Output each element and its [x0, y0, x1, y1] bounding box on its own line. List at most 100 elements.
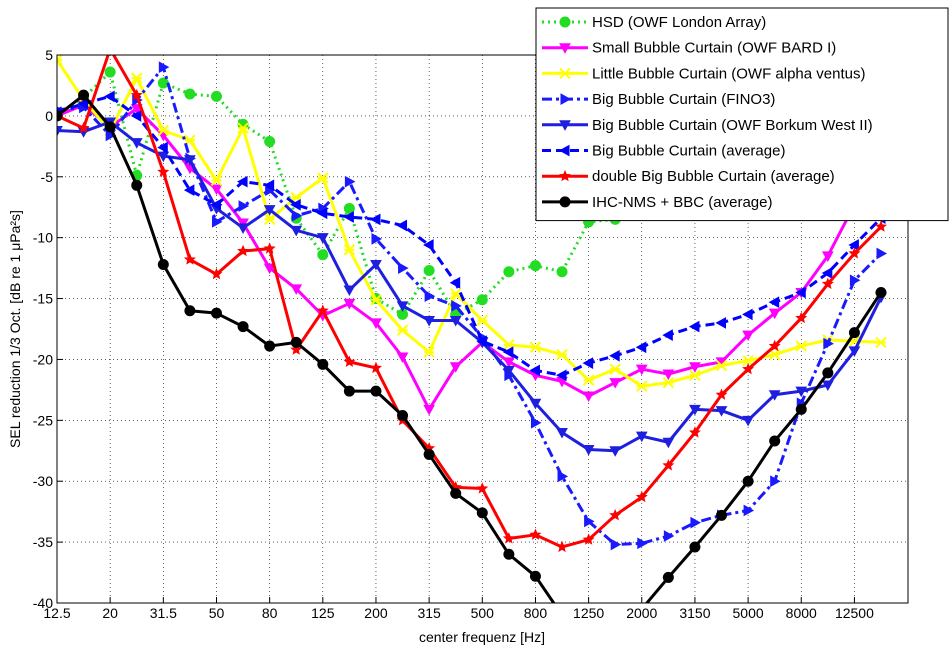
marker	[662, 369, 675, 381]
y-tick-label: -30	[33, 473, 53, 489]
marker	[449, 276, 461, 289]
marker	[689, 369, 701, 381]
marker	[343, 244, 356, 256]
marker	[663, 530, 675, 542]
marker	[371, 233, 382, 245]
marker	[157, 165, 170, 178]
marker	[559, 120, 571, 131]
marker	[689, 541, 701, 553]
marker	[130, 88, 143, 101]
marker	[423, 239, 434, 251]
x-tick-label: 80	[262, 605, 278, 621]
marker	[263, 242, 276, 254]
marker	[130, 138, 143, 149]
marker	[237, 175, 248, 188]
marker	[210, 174, 223, 187]
marker	[715, 359, 728, 372]
marker	[424, 290, 436, 302]
x-tick-label: 2000	[626, 605, 657, 621]
marker	[476, 507, 488, 519]
marker	[184, 88, 196, 100]
marker	[770, 475, 781, 488]
marker	[610, 622, 620, 632]
marker	[263, 213, 276, 226]
legend-label: IHC-NMS + BBC (average)	[592, 194, 772, 211]
x-tick-label: 315	[417, 605, 441, 621]
marker	[557, 470, 569, 483]
marker	[476, 314, 488, 327]
marker	[662, 437, 675, 449]
marker	[848, 239, 859, 251]
marker	[662, 376, 675, 389]
marker	[263, 263, 276, 275]
y-tick-label: -25	[33, 412, 53, 428]
marker	[237, 223, 249, 234]
marker	[316, 207, 328, 220]
x-tick-label: 800	[524, 605, 548, 621]
marker	[559, 67, 571, 80]
marker	[210, 198, 221, 211]
y-tick-label: -40	[33, 595, 53, 611]
marker	[343, 385, 355, 397]
marker	[795, 340, 807, 352]
marker	[821, 277, 834, 290]
marker	[689, 404, 701, 416]
marker	[795, 286, 806, 299]
marker	[423, 346, 435, 358]
x-axis-label: center frequenz [Hz]	[419, 629, 545, 645]
marker	[157, 259, 169, 270]
marker	[821, 267, 833, 279]
marker	[476, 335, 487, 348]
x-tick-label: 12500	[835, 605, 874, 621]
marker	[290, 343, 303, 355]
marker	[768, 296, 780, 309]
marker	[662, 329, 673, 341]
marker	[476, 482, 489, 494]
marker	[582, 445, 595, 456]
marker	[743, 504, 755, 517]
marker	[157, 124, 170, 137]
marker	[317, 358, 329, 370]
marker	[290, 225, 303, 237]
legend-label: Big Bubble Curtain (FINO3)	[592, 91, 775, 108]
marker	[104, 66, 116, 78]
marker	[343, 285, 356, 297]
marker	[423, 404, 435, 416]
marker	[875, 220, 887, 232]
marker	[396, 324, 409, 336]
marker	[290, 198, 301, 211]
marker	[502, 532, 515, 544]
marker	[556, 428, 568, 439]
marker	[369, 213, 381, 226]
y-tick-label: -10	[33, 230, 53, 246]
legend-label: double Big Bubble Curtain (average)	[592, 168, 835, 185]
marker	[715, 388, 728, 400]
x-tick-label: 5000	[733, 605, 764, 621]
marker	[848, 327, 860, 339]
marker	[609, 509, 622, 521]
marker	[344, 175, 356, 188]
marker	[450, 287, 462, 300]
marker	[795, 311, 808, 324]
marker	[397, 308, 409, 320]
marker	[559, 43, 571, 54]
marker	[77, 121, 90, 134]
y-tick-label: -20	[33, 351, 53, 367]
marker	[210, 267, 223, 280]
marker	[237, 122, 249, 134]
marker	[290, 336, 302, 348]
marker	[131, 72, 143, 84]
marker	[211, 215, 223, 228]
marker	[183, 184, 195, 197]
marker	[78, 89, 90, 101]
marker	[529, 341, 542, 353]
series-line	[57, 55, 883, 549]
marker	[795, 386, 808, 398]
marker	[317, 172, 329, 184]
y-tick-label: 0	[45, 108, 53, 124]
marker	[77, 97, 89, 110]
marker	[742, 475, 754, 487]
marker	[503, 548, 515, 560]
marker	[343, 355, 356, 367]
